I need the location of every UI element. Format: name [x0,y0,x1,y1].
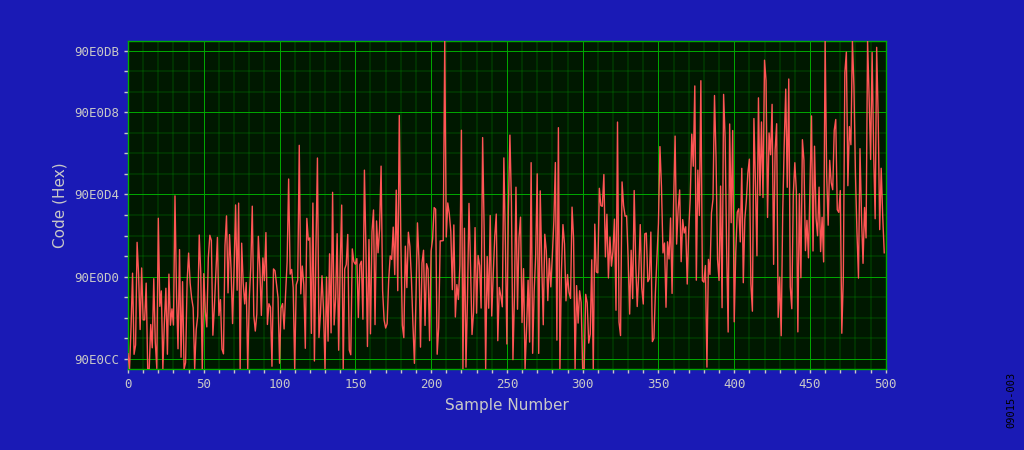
Text: 09015-003: 09015-003 [1007,371,1017,428]
X-axis label: Sample Number: Sample Number [445,398,568,413]
Y-axis label: Code (Hex): Code (Hex) [52,162,67,248]
